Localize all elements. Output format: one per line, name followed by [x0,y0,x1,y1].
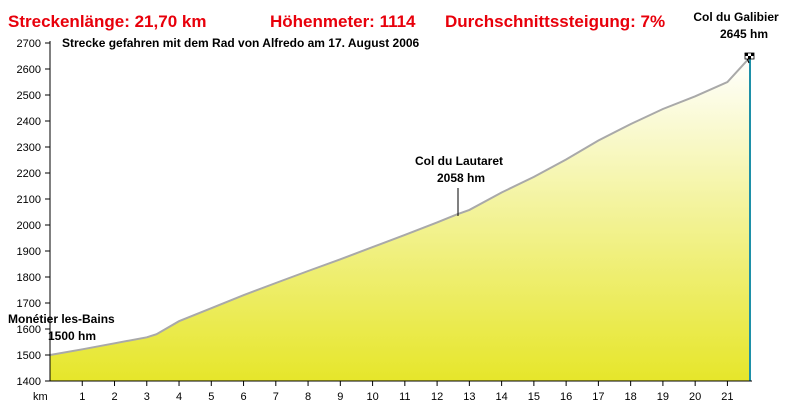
x-tick-label: 14 [495,391,507,403]
y-tick-label: 1600 [17,324,41,336]
start-annotation-name: Monétier les-Bains [8,312,115,326]
x-tick-label: 12 [431,391,443,403]
x-tick-label: 8 [305,391,311,403]
y-tick-label: 2600 [17,64,41,76]
x-tick-label: 18 [625,391,637,403]
y-tick-label: 1500 [17,350,41,362]
stats-elevation-gain: Höhenmeter: 1114 [270,12,416,31]
y-tick-label: 2100 [17,194,41,206]
y-tick-label: 2700 [17,38,41,50]
y-axis-ticks: 1400 1500 1600 1700 1800 1900 2000 2100 2200 2300… [17,38,50,388]
x-tick-label: 16 [560,391,572,403]
lautaret-annotation-name: Col du Lautaret [415,154,503,168]
elevation-area [50,57,750,382]
x-tick-label: 10 [366,391,378,403]
y-tick-label: 2400 [17,116,41,128]
x-tick-label: 20 [689,391,701,403]
y-tick-label: 2200 [17,168,41,180]
x-tick-label: 2 [111,391,117,403]
y-tick-label: 1400 [17,376,41,388]
x-tick-label: 11 [399,391,410,403]
x-tick-label: 15 [528,391,540,403]
x-tick-label: 1 [79,391,85,403]
stats-distance: Streckenlänge: 21,70 km [8,12,206,31]
x-tick-label: 7 [273,391,279,403]
y-tick-label: 2000 [17,220,41,232]
x-tick-label: 19 [657,391,669,403]
galibier-annotation-name: Col du Galibier [693,10,779,24]
stats-avg-gradient: Durchschnittssteigung: 7% [445,12,665,31]
galibier-annotation-elevation: 2645 hm [720,27,768,41]
x-tick-label: 4 [176,391,182,403]
x-tick-label: 6 [240,391,246,403]
chart-subtitle: Strecke gefahren mit dem Rad von Alfredo… [62,36,420,50]
y-tick-label: 1800 [17,272,41,284]
x-tick-label: 13 [463,391,475,403]
x-tick-label: 5 [208,391,214,403]
y-tick-label: 2500 [17,90,41,102]
x-tick-label: 9 [337,391,343,403]
elevation-profile-line [49,56,751,356]
x-tick-label: 17 [592,391,604,403]
x-axis-ticks: 1 2 3 4 5 6 7 8 9 10 11 12 13 14 15 16 17 18 19 20 21 [79,381,734,403]
x-tick-label: 21 [721,391,733,403]
finish-flag-icon [744,52,755,64]
x-tick-label: 3 [144,391,150,403]
y-tick-label: 1900 [17,246,41,258]
start-annotation-elevation: 1500 hm [48,329,96,343]
y-tick-label: 1700 [17,298,41,310]
lautaret-annotation-elevation: 2058 hm [437,171,485,185]
y-tick-label: 2300 [17,142,41,154]
x-axis-label: km [33,391,48,403]
